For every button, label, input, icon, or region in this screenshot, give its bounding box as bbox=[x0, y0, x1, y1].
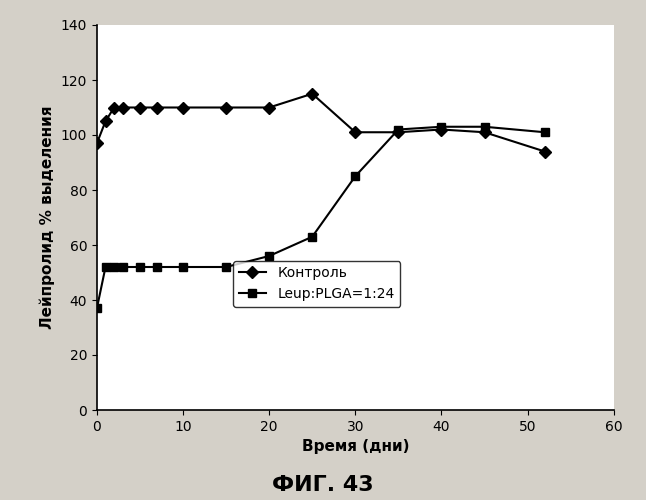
Контроль bbox=[395, 129, 402, 135]
Leup:PLGA=1:24 bbox=[481, 124, 488, 130]
Leup:PLGA=1:24 bbox=[101, 264, 109, 270]
Контроль bbox=[481, 129, 488, 135]
Leup:PLGA=1:24 bbox=[351, 174, 359, 180]
Leup:PLGA=1:24 bbox=[136, 264, 144, 270]
Контроль bbox=[93, 140, 101, 146]
Контроль bbox=[119, 104, 127, 110]
Контроль bbox=[222, 104, 230, 110]
X-axis label: Время (дни): Время (дни) bbox=[302, 440, 409, 454]
Контроль bbox=[266, 104, 273, 110]
Контроль bbox=[437, 126, 445, 132]
Leup:PLGA=1:24 bbox=[541, 129, 548, 135]
Text: ФИГ. 43: ФИГ. 43 bbox=[272, 475, 374, 495]
Leup:PLGA=1:24 bbox=[153, 264, 161, 270]
Leup:PLGA=1:24 bbox=[437, 124, 445, 130]
Leup:PLGA=1:24 bbox=[222, 264, 230, 270]
Line: Leup:PLGA=1:24: Leup:PLGA=1:24 bbox=[93, 122, 549, 312]
Y-axis label: Лейпролид % выделения: Лейпролид % выделения bbox=[40, 106, 56, 329]
Leup:PLGA=1:24 bbox=[93, 305, 101, 311]
Leup:PLGA=1:24 bbox=[308, 234, 316, 240]
Leup:PLGA=1:24 bbox=[119, 264, 127, 270]
Leup:PLGA=1:24 bbox=[266, 253, 273, 259]
Line: Контроль: Контроль bbox=[93, 90, 549, 156]
Leup:PLGA=1:24 bbox=[110, 264, 118, 270]
Legend: Контроль, Leup:PLGA=1:24: Контроль, Leup:PLGA=1:24 bbox=[233, 261, 401, 307]
Контроль bbox=[101, 118, 109, 124]
Контроль bbox=[351, 129, 359, 135]
Контроль bbox=[541, 148, 548, 154]
Контроль bbox=[110, 104, 118, 110]
Leup:PLGA=1:24 bbox=[179, 264, 187, 270]
Контроль bbox=[308, 91, 316, 97]
Контроль bbox=[136, 104, 144, 110]
Контроль bbox=[179, 104, 187, 110]
Контроль bbox=[153, 104, 161, 110]
Leup:PLGA=1:24 bbox=[395, 126, 402, 132]
